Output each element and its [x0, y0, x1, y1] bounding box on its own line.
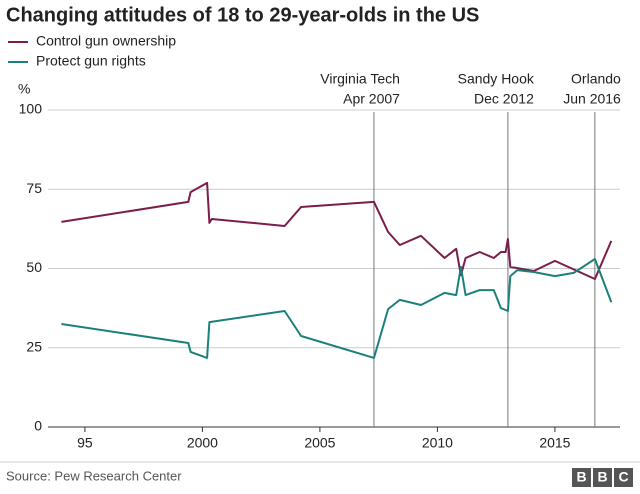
x-tick-label: 95: [77, 435, 93, 451]
chart-title: Changing attitudes of 18 to 29-year-olds…: [6, 4, 479, 26]
x-tick-label: 2015: [539, 435, 570, 451]
annotation-label: Jun 2016: [563, 91, 621, 107]
annotation-label: Orlando: [571, 71, 621, 87]
series-line: [61, 258, 613, 359]
logo-letter: C: [618, 469, 628, 485]
y-tick-label: 100: [19, 101, 43, 117]
annotation-label: Virginia Tech: [320, 71, 400, 87]
y-tick-label: 75: [26, 180, 42, 196]
series-line: [61, 181, 613, 280]
annotation-label: Sandy Hook: [458, 71, 535, 87]
annotation-label: Apr 2007: [343, 91, 400, 107]
logo-letter: B: [597, 469, 607, 485]
y-tick-label: 50: [26, 259, 42, 275]
logo-box: [572, 468, 591, 487]
x-tick-label: 2000: [187, 435, 218, 451]
x-tick-label: 2005: [304, 435, 335, 451]
logo-letter: B: [576, 469, 586, 485]
logo-box: [614, 468, 633, 487]
source: Source: Pew Research Center: [6, 468, 182, 483]
x-tick-label: 2010: [422, 435, 453, 451]
legend-label: Control gun ownership: [36, 33, 176, 49]
y-tick-label: 0: [34, 418, 42, 434]
legend-label: Protect gun rights: [36, 53, 146, 69]
logo-box: [593, 468, 612, 487]
annotation-label: Dec 2012: [474, 91, 534, 107]
y-tick-label: 25: [26, 338, 42, 354]
y-unit: %: [18, 81, 30, 97]
